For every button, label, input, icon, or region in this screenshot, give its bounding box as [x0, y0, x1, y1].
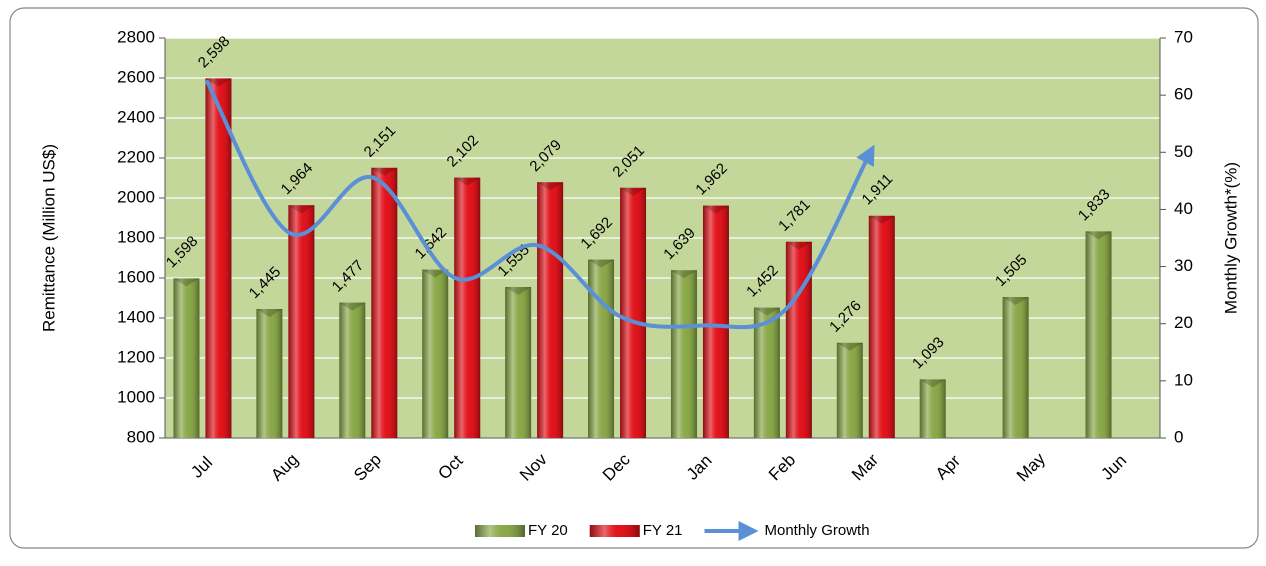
legend-swatch-shade — [589, 525, 640, 537]
y-tick-label: 2000 — [117, 187, 155, 206]
bar-cap — [785, 241, 812, 250]
bar-shade — [1085, 231, 1112, 438]
bar-shade — [588, 259, 615, 438]
legend-label: FY 20 — [528, 522, 568, 539]
y2-tick-label: 50 — [1174, 142, 1193, 161]
bar-shade — [537, 182, 564, 438]
bar-shade — [288, 205, 315, 438]
bar-shade — [753, 307, 780, 438]
bar-cap — [288, 205, 315, 214]
bar-shade — [836, 342, 863, 438]
bar-cap — [836, 342, 863, 351]
y-tick-label: 1200 — [117, 347, 155, 366]
bar-cap — [505, 287, 532, 295]
y2-tick-label: 70 — [1174, 27, 1193, 46]
bar-shade — [422, 269, 449, 438]
y-tick-label: 1400 — [117, 307, 155, 326]
bar-cap — [371, 167, 398, 176]
bar-shade — [371, 167, 398, 439]
y2-tick-label: 60 — [1174, 85, 1193, 104]
y-tick-label: 1800 — [117, 227, 155, 246]
bar-cap — [205, 78, 232, 87]
bar-shade — [919, 379, 946, 438]
y2-tick-label: 30 — [1174, 256, 1193, 275]
bar-cap — [454, 177, 481, 186]
bar-cap — [422, 269, 449, 278]
y2-tick-label: 10 — [1174, 370, 1193, 389]
bar-cap — [173, 278, 200, 287]
bar-cap — [1085, 231, 1112, 240]
bar-cap — [919, 379, 946, 388]
legend-swatch-shade — [475, 525, 525, 537]
bar-shade — [1002, 297, 1029, 438]
y2-tick-label: 20 — [1174, 313, 1193, 332]
bar-cap — [868, 215, 895, 224]
y2-tick-label: 0 — [1174, 427, 1183, 446]
growth-line — [204, 79, 875, 330]
y-axis-title: Remittance (Million US$) — [39, 144, 58, 332]
bar-shade — [620, 187, 647, 438]
y-tick-label: 800 — [127, 427, 155, 446]
bar-shade — [454, 177, 481, 438]
bar-shade — [868, 215, 895, 438]
bar-cap — [537, 182, 564, 191]
bar-shade — [256, 309, 283, 438]
bar-cap — [702, 205, 729, 214]
bar-cap — [670, 270, 697, 279]
bar-shade — [173, 278, 200, 438]
bar-cap — [1002, 297, 1029, 305]
bar-cap — [620, 187, 647, 196]
y2-tick-label: 40 — [1174, 199, 1193, 218]
y-tick-label: 1000 — [117, 387, 155, 406]
y-tick-label: 2800 — [117, 27, 155, 46]
y2-axis-title: Monthly Growth*(%) — [1221, 162, 1240, 314]
bar-shade — [670, 270, 697, 438]
bar-shade — [785, 241, 812, 438]
bar-cap — [588, 259, 615, 268]
bar-cap — [753, 307, 780, 316]
bar-shade — [339, 302, 366, 438]
legend-label: Monthly Growth — [765, 522, 870, 539]
legend-label: FY 21 — [643, 522, 683, 539]
bar-shade — [702, 205, 729, 438]
y-tick-label: 2200 — [117, 147, 155, 166]
y-tick-label: 1600 — [117, 267, 155, 286]
bar-shade — [505, 287, 532, 438]
bar-shade — [205, 78, 232, 439]
bar-cap — [339, 302, 366, 311]
y-tick-label: 2400 — [117, 107, 155, 126]
y-tick-label: 2600 — [117, 67, 155, 86]
bar-cap — [256, 309, 283, 317]
